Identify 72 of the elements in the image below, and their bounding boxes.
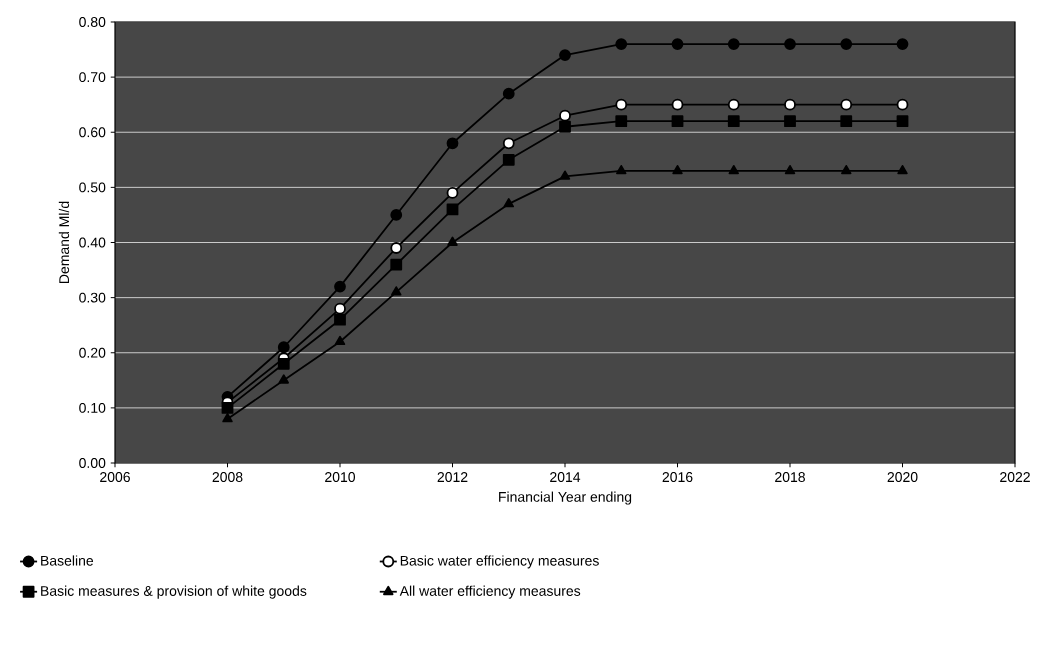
point [502,87,515,100]
point [672,164,683,175]
point [502,137,515,150]
legend-label: All water efficiency measures [399,585,581,599]
y-tick-label: 0.50 [79,182,106,193]
point [446,186,459,199]
point [727,115,740,128]
point [559,49,571,61]
point [390,242,403,254]
legend-label: Basic measures & provision of white goods [41,585,307,599]
point [334,335,346,346]
point [840,38,853,50]
point [390,258,403,271]
x-tick-label: 2016 [662,472,693,483]
point [784,98,796,111]
x-tick-label: 2008 [212,472,243,483]
x-axis-title: Financial Year ending [499,491,632,505]
x-tick-label: 2022 [1000,472,1030,483]
point [671,115,684,128]
point [615,115,628,128]
point [840,115,853,128]
point [277,357,290,370]
point [503,198,514,208]
point [222,413,233,423]
point [277,341,290,354]
x-tick-label: 2014 [550,472,581,483]
point [784,115,796,128]
point [896,115,909,128]
point [896,38,909,50]
x-tick-label: 2006 [100,472,130,483]
point [671,98,684,111]
y-tick-label: 0.70 [79,72,106,83]
x-tick-label: 2010 [325,472,356,483]
point [334,280,346,293]
point [559,170,571,180]
y-tick-label: 0.40 [79,237,106,248]
y-tick-label: 0.60 [79,127,106,138]
point [390,209,403,221]
point [728,164,739,175]
point [840,98,853,111]
point [391,286,402,296]
point [727,98,740,111]
point [334,302,346,315]
point [615,38,628,50]
point [615,98,628,111]
point [896,98,909,111]
point [559,120,571,133]
point [784,164,796,175]
point [446,137,459,150]
y-tick-label: 0.00 [79,458,106,468]
point [727,38,740,50]
point [841,164,852,175]
point [502,153,515,166]
x-tick-label: 2020 [887,472,918,483]
point [784,38,796,50]
x-tick-label: 2012 [437,472,468,483]
point [559,109,571,122]
x-tick-label: 2018 [775,472,805,483]
y-tick-label: 0.30 [79,292,106,303]
point [278,374,289,384]
y-axis-title: Demand Ml/d [58,201,70,283]
point [221,401,234,414]
point [897,164,908,175]
point [447,236,458,246]
legend-label: Baseline [41,555,94,566]
legend-label: Basic water efficiency measures [400,555,599,569]
y-tick-label: 0.20 [79,347,106,358]
point [671,38,684,50]
y-tick-label: 0.10 [79,402,106,413]
point [616,164,627,175]
point [334,313,346,326]
y-tick-label: 0.80 [79,17,106,27]
